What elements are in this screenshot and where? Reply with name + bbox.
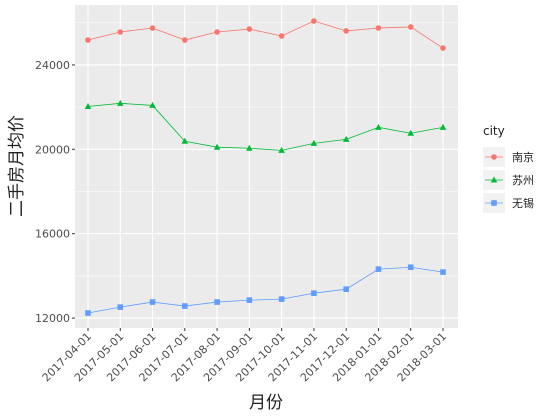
point [182, 303, 188, 309]
point [342, 135, 350, 142]
point [149, 101, 156, 108]
point [439, 123, 447, 130]
point [490, 176, 498, 183]
point [278, 146, 285, 153]
point [375, 266, 382, 272]
line [87, 266, 444, 314]
point [440, 45, 446, 51]
point [278, 296, 285, 302]
y-tick-label: 24000 [35, 59, 70, 72]
point [278, 33, 285, 39]
point [182, 37, 188, 43]
point [343, 28, 349, 34]
point [246, 297, 253, 303]
point [375, 123, 382, 130]
point [246, 144, 253, 151]
y-tick-label: 12000 [35, 312, 70, 325]
point [214, 299, 220, 305]
point [311, 18, 317, 24]
line [87, 20, 444, 49]
point [149, 299, 156, 305]
point [407, 129, 415, 136]
point [85, 310, 91, 316]
panel [75, 5, 458, 328]
x-axis-title: 月份 [249, 393, 283, 413]
point [116, 99, 124, 106]
point [407, 264, 414, 271]
point [84, 102, 92, 109]
legend-title: city [483, 124, 505, 138]
point [440, 269, 446, 275]
y-tick-label: 16000 [35, 228, 70, 241]
point [375, 25, 382, 31]
point [214, 29, 220, 35]
legend-label: 苏州 [512, 174, 534, 187]
point [246, 26, 253, 32]
point [491, 200, 497, 206]
point [343, 286, 349, 292]
legend-label: 南京 [512, 150, 534, 164]
point [407, 24, 414, 30]
point [310, 139, 318, 146]
legend-label: 无锡 [512, 196, 534, 210]
point [181, 137, 189, 144]
point [149, 25, 156, 31]
y-axis-title: 二手房月均价 [7, 115, 27, 217]
point [213, 143, 221, 150]
point [311, 290, 317, 296]
point [85, 37, 91, 43]
point [491, 154, 497, 160]
point [117, 304, 124, 310]
point [117, 29, 124, 35]
y-tick-label: 20000 [35, 143, 70, 156]
line [87, 102, 444, 151]
